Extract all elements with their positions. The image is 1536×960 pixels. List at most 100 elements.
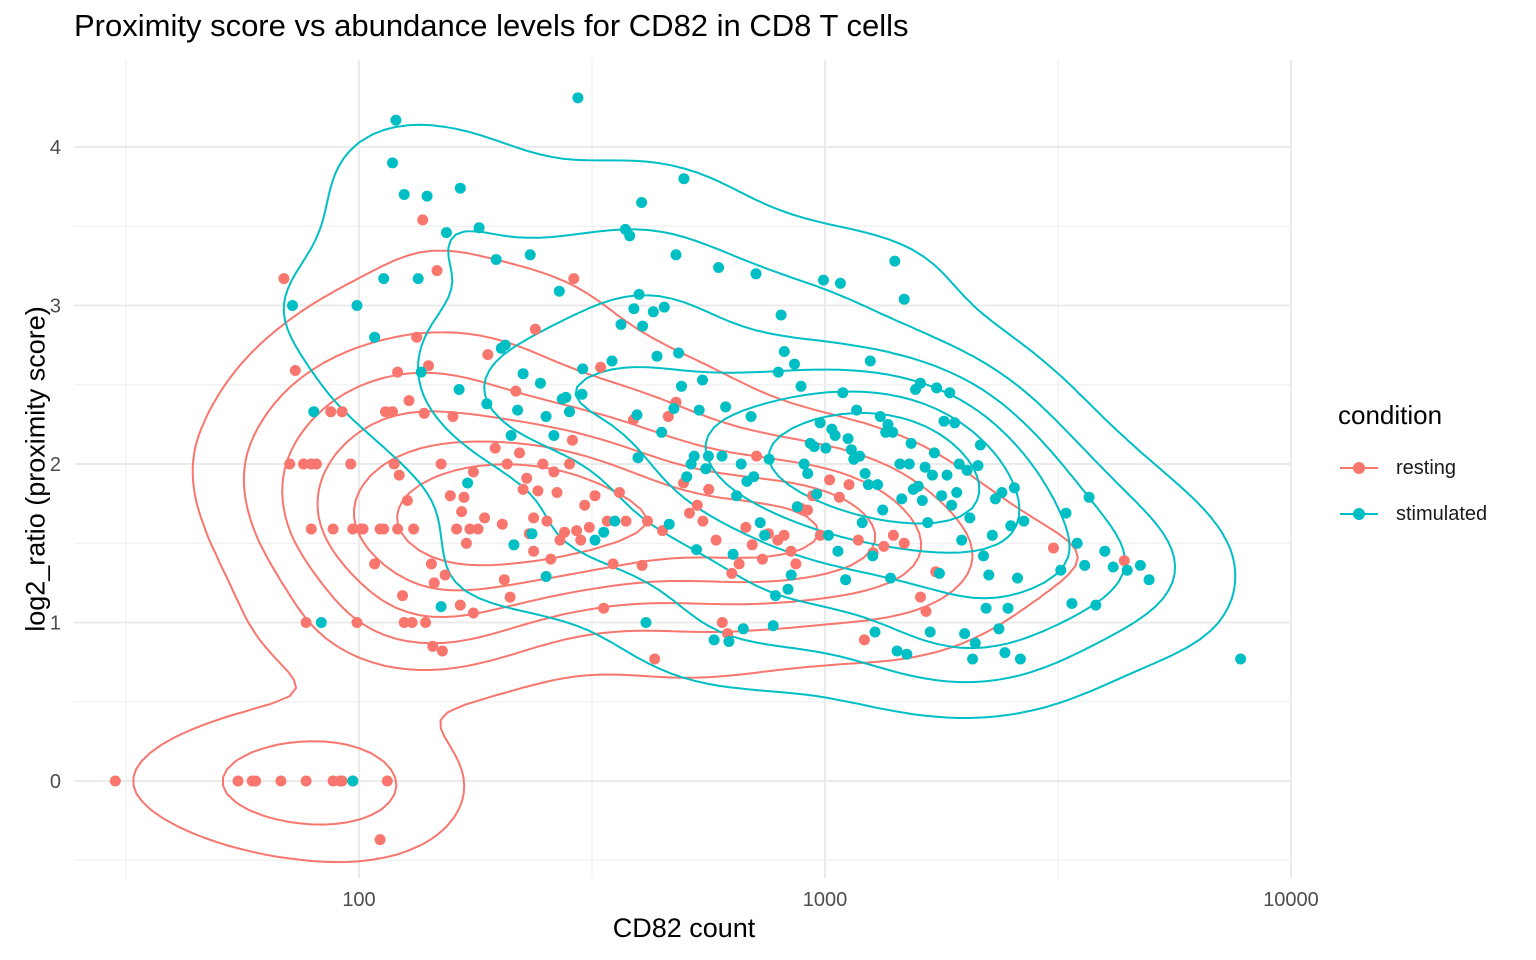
legend-item-resting: resting — [1338, 445, 1487, 491]
point-resting-72 — [504, 591, 516, 603]
point-resting-61 — [444, 490, 456, 502]
point-resting-143 — [920, 605, 932, 617]
point-stimulated-52 — [637, 320, 649, 332]
point-stimulated-188 — [1099, 545, 1111, 557]
point-stimulated-102 — [811, 488, 823, 500]
point-stimulated-172 — [993, 623, 1005, 635]
point-resting-106 — [649, 653, 661, 665]
point-resting-41 — [392, 366, 404, 378]
point-resting-22 — [325, 406, 337, 418]
point-stimulated-28 — [526, 528, 538, 540]
point-stimulated-54 — [647, 306, 659, 318]
point-resting-94 — [583, 521, 595, 533]
point-stimulated-147 — [926, 469, 938, 481]
point-stimulated-130 — [887, 426, 899, 438]
point-stimulated-51 — [636, 197, 648, 208]
point-stimulated-41 — [598, 526, 610, 538]
point-stimulated-30 — [540, 411, 552, 422]
point-stimulated-182 — [1060, 507, 1072, 519]
point-stimulated-191 — [1134, 559, 1146, 571]
point-stimulated-79 — [735, 458, 747, 470]
point-stimulated-101 — [808, 441, 820, 453]
point-stimulated-47 — [628, 303, 640, 315]
point-stimulated-40 — [589, 534, 601, 546]
x-axis-tick-labels: 100 1000 10000 — [342, 889, 1319, 911]
point-stimulated-39 — [540, 571, 552, 582]
point-resting-62 — [447, 411, 459, 422]
point-resting-43 — [411, 331, 423, 343]
contour-stimulated-2 — [483, 294, 1126, 650]
point-stimulated-133 — [894, 458, 906, 470]
point-stimulated-155 — [946, 499, 958, 511]
point-stimulated-36 — [572, 92, 584, 104]
point-resting-145 — [1048, 542, 1059, 554]
point-stimulated-164 — [969, 637, 981, 649]
point-stimulated-170 — [986, 529, 998, 541]
point-stimulated-106 — [822, 529, 834, 541]
point-stimulated-169 — [983, 569, 995, 581]
point-stimulated-190 — [1121, 564, 1133, 576]
point-resting-89 — [564, 458, 575, 470]
point-stimulated-119 — [859, 468, 871, 479]
point-stimulated-116 — [851, 404, 863, 416]
point-stimulated-160 — [959, 628, 971, 640]
legend-item-stimulated: stimulated — [1338, 491, 1487, 537]
point-resting-98 — [566, 434, 578, 446]
point-resting-54 — [439, 569, 451, 581]
point-stimulated-123 — [869, 626, 881, 638]
point-stimulated-92 — [778, 346, 790, 357]
point-resting-136 — [852, 534, 864, 546]
point-stimulated-20 — [490, 254, 502, 265]
point-stimulated-154 — [944, 387, 956, 399]
point-stimulated-19 — [481, 398, 493, 410]
point-resting-83 — [541, 515, 553, 527]
point-stimulated-25 — [512, 404, 524, 416]
point-resting-91 — [571, 525, 583, 537]
point-resting-65 — [467, 607, 479, 619]
point-stimulated-177 — [1008, 482, 1020, 494]
point-resting-8 — [336, 775, 348, 787]
point-resting-25 — [347, 523, 359, 535]
point-stimulated-148 — [928, 447, 940, 459]
point-resting-111 — [684, 507, 695, 519]
point-stimulated-136 — [901, 648, 913, 660]
point-resting-44 — [417, 214, 429, 226]
legend-label-resting: resting — [1396, 456, 1457, 479]
point-resting-133 — [824, 474, 836, 486]
point-resting-64 — [454, 599, 466, 611]
point-stimulated-71 — [702, 450, 714, 462]
contour-stimulated-3 — [574, 366, 1071, 600]
point-resting-18 — [345, 458, 357, 470]
point-resting-140 — [887, 529, 899, 541]
data-points — [109, 92, 1247, 846]
point-resting-73 — [510, 385, 522, 397]
point-resting-139 — [878, 540, 890, 552]
point-stimulated-113 — [842, 433, 854, 445]
point-stimulated-105 — [820, 442, 832, 454]
point-stimulated-112 — [840, 574, 852, 586]
point-resting-100 — [607, 558, 619, 570]
point-stimulated-189 — [1107, 561, 1119, 573]
point-resting-11 — [374, 834, 386, 846]
point-stimulated-173 — [996, 487, 1008, 498]
point-stimulated-83 — [748, 471, 760, 483]
point-stimulated-93 — [782, 583, 794, 595]
point-stimulated-73 — [713, 262, 725, 273]
point-stimulated-131 — [889, 255, 901, 267]
point-resting-48 — [425, 558, 437, 570]
point-resting-17 — [310, 458, 322, 470]
point-stimulated-152 — [938, 415, 950, 427]
point-stimulated-162 — [964, 512, 976, 524]
point-stimulated-158 — [953, 458, 965, 470]
point-resting-53 — [428, 577, 440, 589]
point-resting-67 — [482, 349, 494, 361]
point-resting-30 — [378, 523, 390, 535]
point-stimulated-165 — [972, 460, 984, 472]
point-stimulated-192 — [1143, 574, 1155, 586]
point-resting-134 — [833, 491, 845, 503]
point-resting-105 — [642, 515, 653, 527]
point-stimulated-186 — [1083, 491, 1095, 503]
point-stimulated-88 — [767, 620, 779, 632]
point-stimulated-16 — [462, 477, 474, 489]
point-stimulated-56 — [656, 426, 668, 438]
